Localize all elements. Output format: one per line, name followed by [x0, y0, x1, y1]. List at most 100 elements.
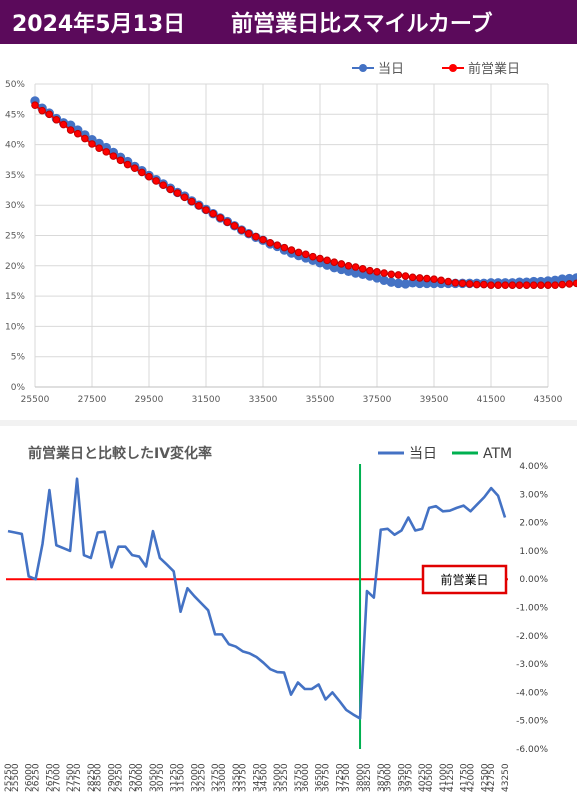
- data-point: [344, 262, 353, 270]
- data-point: [259, 235, 267, 244]
- data-point: [280, 243, 289, 252]
- data-point: [408, 273, 417, 282]
- x-tick-label: 32250: [197, 763, 207, 792]
- data-point: [38, 106, 46, 115]
- x-tick-label: 36000: [301, 763, 311, 792]
- x-tick-label: 39500: [420, 395, 449, 405]
- x-tick-label: 26250: [32, 763, 42, 792]
- y-tick-label: -1.00%: [516, 604, 548, 614]
- y-tick-label: 45%: [5, 110, 25, 120]
- data-point: [430, 275, 438, 283]
- x-tick-label: 28250: [87, 763, 97, 792]
- data-point: [59, 120, 68, 129]
- data-point: [187, 197, 196, 206]
- x-tick-label: 29500: [135, 395, 164, 405]
- x-tick-label: 38250: [363, 763, 373, 792]
- data-point: [537, 281, 545, 289]
- data-point: [52, 115, 61, 124]
- data-point: [401, 272, 410, 280]
- data-point: [330, 258, 339, 266]
- x-tick-label: 43500: [534, 395, 563, 405]
- data-point: [102, 148, 111, 156]
- data-point: [394, 271, 403, 279]
- x-tick-label: 29750: [128, 763, 138, 792]
- data-point: [31, 101, 39, 110]
- x-tick-label: 34250: [253, 763, 263, 792]
- x-tick-label: 31500: [192, 395, 221, 405]
- x-tick-label: 35500: [306, 395, 335, 405]
- y-tick-label: 3.00%: [519, 490, 548, 500]
- x-tick-label: 27000: [52, 763, 62, 792]
- x-tick-label: 39000: [384, 763, 394, 792]
- smile-curve-chart: 0% 5% 10% 15% 20% 25% 30% 35% 40% 45% 50% 25500 2750…: [0, 44, 577, 420]
- data-point: [244, 229, 253, 238]
- data-point: [123, 160, 132, 169]
- data-point: [351, 263, 360, 271]
- x-tick-label: 37250: [335, 763, 345, 792]
- y-tick-label: 1.00%: [519, 547, 548, 557]
- x-tick-label: 29000: [108, 763, 118, 792]
- data-point: [166, 185, 175, 194]
- x-tick-label: 33750: [239, 763, 249, 792]
- data-point: [558, 280, 567, 289]
- data-point: [294, 248, 303, 257]
- iv-change-svg: 前営業日と比較したIV変化率 当日 ATM 4.00% 3.00% 2.00% 1.00% 0…: [4, 445, 548, 792]
- data-point: [145, 172, 153, 181]
- x-tick-label: 42500: [480, 763, 490, 792]
- chart-title: 前営業日と比較したIV変化率: [28, 445, 212, 462]
- data-point: [323, 256, 331, 265]
- legend-label: 当日: [378, 62, 404, 77]
- x-tick-label: 27500: [66, 763, 76, 792]
- data-point: [109, 152, 118, 160]
- data-point: [237, 226, 246, 234]
- x-tick-label: 32000: [190, 763, 200, 792]
- legend-label: ATM: [483, 446, 512, 462]
- y-tick-label: 35%: [5, 171, 25, 181]
- header-title: 前営業日比スマイルカーブ: [231, 12, 493, 37]
- data-point: [66, 126, 75, 134]
- data-point: [366, 266, 374, 275]
- data-point: [522, 281, 531, 289]
- x-tick-label: 38750: [377, 763, 387, 792]
- data-point: [565, 280, 574, 288]
- data-point: [487, 281, 495, 289]
- y-tick-label: 30%: [5, 201, 25, 211]
- legend-label: 前営業日: [468, 61, 520, 77]
- y-tick-label: -3.00%: [516, 660, 548, 670]
- data-point: [223, 218, 232, 226]
- data-point: [116, 156, 125, 165]
- y-tick-label: 5%: [11, 353, 26, 363]
- data-point: [230, 222, 239, 230]
- data-point: [480, 280, 488, 289]
- data-point: [287, 246, 296, 254]
- legend-label: 当日: [409, 446, 437, 462]
- data-point: [138, 168, 146, 177]
- x-tick-label: 40500: [425, 763, 435, 792]
- y-tick-label: -6.00%: [516, 745, 548, 755]
- data-point: [544, 281, 552, 289]
- y-tick-label: 50%: [5, 80, 25, 90]
- x-tick-label: 41000: [439, 763, 449, 792]
- data-point: [494, 281, 502, 289]
- y-tick-label: 2.00%: [519, 519, 548, 529]
- annotation-label: 前営業日: [440, 572, 488, 587]
- x-tick-label: 37500: [363, 395, 392, 405]
- y-tick-label: 4.00%: [519, 462, 548, 472]
- data-point: [45, 110, 54, 119]
- x-tick-label: 43250: [501, 763, 511, 792]
- data-point: [358, 265, 367, 273]
- data-point: [451, 278, 460, 287]
- x-tick-label: 39750: [404, 763, 414, 792]
- data-point: [472, 280, 481, 289]
- y-tick-label: 25%: [5, 232, 25, 242]
- series-line: [34, 100, 406, 285]
- x-tick-label: 27500: [78, 395, 107, 405]
- x-tick-label: 37500: [342, 763, 352, 792]
- header-date: 2024年5月13日: [12, 12, 186, 37]
- data-point: [551, 281, 559, 289]
- data-point: [301, 250, 310, 259]
- x-tick-label: 30500: [149, 763, 159, 792]
- x-tick-label: 33500: [232, 763, 242, 792]
- x-tick-label: 38000: [356, 763, 366, 792]
- data-point: [415, 274, 424, 282]
